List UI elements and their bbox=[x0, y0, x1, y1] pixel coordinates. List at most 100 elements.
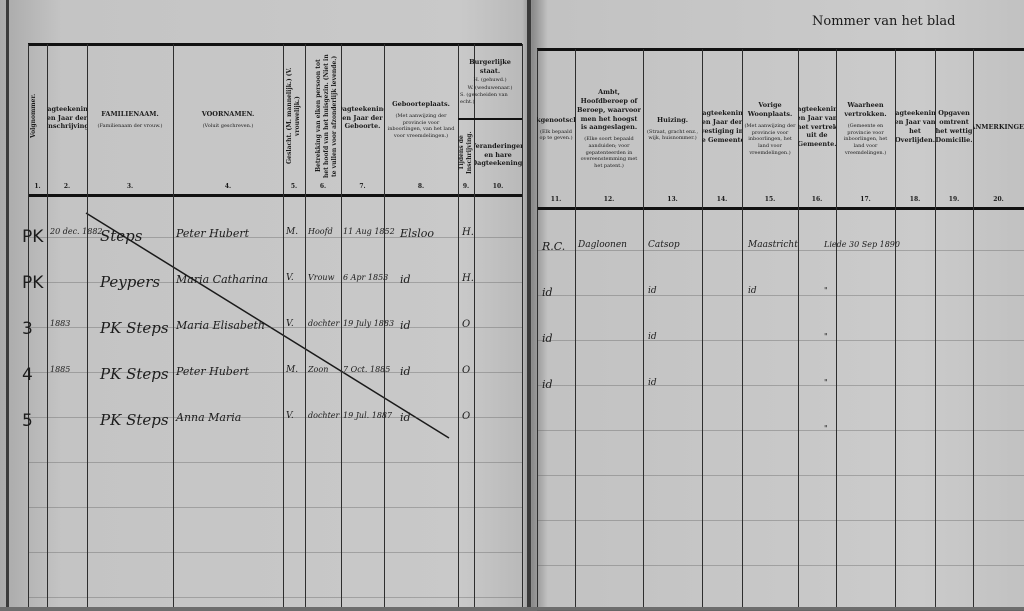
header-note: (Elke soort bepaald aanduiden; voor gepa… bbox=[580, 136, 638, 170]
header-number: 12. bbox=[603, 195, 615, 203]
header-number: 19. bbox=[948, 195, 960, 203]
column-divider bbox=[575, 49, 576, 607]
header-number: 14. bbox=[716, 195, 728, 203]
row-rule bbox=[537, 385, 1024, 386]
row-3-c11: id bbox=[542, 332, 553, 345]
column-divider bbox=[643, 49, 644, 607]
header-number: 10. bbox=[492, 182, 504, 190]
row-4-c7: 7 Oct. 1885 bbox=[343, 365, 391, 374]
row-1-c9: H. bbox=[462, 227, 474, 238]
left-header-col-6: Betrekking van elken persoon tot het hoo… bbox=[305, 46, 341, 194]
header-number: 4. bbox=[224, 182, 232, 190]
header-note: (Straat, gracht enz., wijk, huisnommer.) bbox=[646, 128, 699, 142]
header-number: 18. bbox=[909, 195, 921, 203]
left-header-col-4: VOORNAMEN. (Voluit geschreven.) 4. bbox=[173, 46, 283, 194]
row-4-c11: id bbox=[542, 378, 553, 391]
header-note: S. (gescheiden van echt.) bbox=[460, 92, 508, 106]
left-page-edge bbox=[6, 0, 9, 607]
row-5-c5: V. bbox=[286, 411, 294, 421]
left-header-col-1: Volgnommer. 1. bbox=[28, 46, 47, 194]
row-3-c13: id bbox=[648, 332, 657, 342]
row-1-c3: Steps bbox=[100, 227, 143, 245]
row-2-c4: Maria Catharina bbox=[176, 273, 269, 286]
row-2-c8: id bbox=[400, 273, 411, 286]
column-divider bbox=[474, 44, 475, 607]
row-rule bbox=[28, 552, 522, 553]
header-title: Dagteekening en Jaar der Geboorte. bbox=[341, 104, 384, 131]
row-rule bbox=[28, 282, 522, 283]
row-rule bbox=[537, 565, 1024, 566]
row-1-c5: M. bbox=[286, 227, 299, 237]
row-4-c1: 4 bbox=[22, 365, 33, 385]
row-2-c3: Peypers bbox=[100, 273, 161, 291]
header-title: Burgerlijke staat. bbox=[469, 58, 511, 75]
header-title: Tijdens de Inschrijving. bbox=[458, 131, 474, 175]
header-bottom-rule-left bbox=[28, 194, 522, 197]
row-rule bbox=[28, 417, 522, 418]
header-title: VOORNAMEN. bbox=[201, 110, 255, 119]
burgerlijke-staat-divider bbox=[458, 118, 522, 120]
left-header-col-5: Geslacht. (M. mannelijk.) (V. vrouwelijk… bbox=[283, 46, 305, 194]
right-header-col-7: Waarheen vertrokken. (Gemeente en provinc… bbox=[836, 51, 895, 207]
row-3-c2: 1883 bbox=[50, 319, 71, 328]
header-number: 16. bbox=[811, 195, 823, 203]
header-note: (Voluit geschreven.) bbox=[202, 123, 254, 129]
row-3-c9: O bbox=[462, 319, 471, 330]
header-number: 11. bbox=[550, 195, 562, 203]
left-header-col-9: Tijdens de Inschrijving. 9. bbox=[458, 120, 474, 194]
header-title: Huizing. bbox=[656, 115, 689, 124]
header-title: Kerkgenootschap. bbox=[537, 115, 575, 124]
header-number: 13. bbox=[667, 195, 678, 203]
row-3-c6: dochter bbox=[308, 319, 340, 328]
header-note: (Familienaam der vrouw.) bbox=[97, 123, 163, 129]
column-divider bbox=[28, 44, 29, 607]
row-3-c5: V. bbox=[286, 319, 294, 329]
right-header-col-5: Vorige Woonplaats. (Met aanwijzing der pr… bbox=[742, 51, 798, 207]
right-header-col-8: Dagteekening en Jaar van het Overlijden.… bbox=[895, 51, 935, 207]
left-header-col-2: Dagteekening en Jaar der Inschrijving 2. bbox=[47, 46, 87, 194]
right-header-col-9: Opgaven omtrent het wettig Domicilie. 19. bbox=[935, 51, 973, 207]
column-divider bbox=[895, 49, 896, 607]
left-header-col-7: Dagteekening en Jaar der Geboorte. 7. bbox=[341, 46, 384, 194]
header-number: 6. bbox=[319, 182, 327, 190]
row-4-c5: M. bbox=[286, 365, 299, 375]
column-divider bbox=[458, 44, 459, 607]
row-1-c1: PK bbox=[22, 227, 44, 247]
row-1-c13: Catsop bbox=[648, 240, 680, 250]
row-3-c7: 19 July 1883 bbox=[343, 319, 395, 328]
row-5-c17: " bbox=[824, 424, 828, 433]
row-5-c1: 5 bbox=[22, 411, 33, 431]
row-rule bbox=[537, 520, 1024, 521]
header-title: Waarheen vertrokken. bbox=[844, 101, 887, 119]
row-3-c3: PK Steps bbox=[100, 319, 169, 337]
row-1-c17: Liede 30 Sep 1890 bbox=[824, 240, 900, 249]
header-title: Vorige Woonplaats. bbox=[747, 101, 793, 119]
column-divider bbox=[836, 49, 837, 607]
header-title: Dagteekening en Jaar der vestiging in de… bbox=[702, 109, 742, 144]
row-rule bbox=[28, 462, 522, 463]
header-bottom-rule-right bbox=[537, 207, 1024, 210]
page-number-label: Nommer van het blad bbox=[812, 14, 956, 29]
row-1-c4: Peter Hubert bbox=[176, 227, 250, 240]
right-header-col-2: Ambt, Hoofdberoep of Beroep, waarvoor me… bbox=[575, 51, 643, 207]
header-title: Ambt, Hoofdberoep of Beroep, waarvoor me… bbox=[577, 88, 641, 132]
row-3-c1: 3 bbox=[22, 319, 33, 339]
header-title: AANMERKINGEN. bbox=[973, 122, 1024, 131]
row-3-c8: id bbox=[400, 319, 411, 332]
right-header-col-1: Kerkgenootschap. (Elk bepaald op te geven… bbox=[537, 51, 575, 207]
burgerlijke-staat-header: Burgerlijke staat. H. (gehuwd.) W. (weduwe… bbox=[458, 46, 522, 118]
header-title: Dagteekening en Jaar der Inschrijving bbox=[47, 104, 87, 131]
header-number: 15. bbox=[764, 195, 776, 203]
column-divider bbox=[522, 44, 523, 607]
header-title: Veranderingen en hare Dagteekening. bbox=[474, 141, 522, 168]
header-number: 7. bbox=[359, 182, 366, 190]
header-title: Betrekking van elken persoon tot het hoo… bbox=[315, 54, 339, 178]
row-2-c7: 6 Apr 1853 bbox=[343, 273, 389, 282]
column-divider bbox=[173, 44, 174, 607]
row-3-c17: " bbox=[824, 332, 828, 341]
header-title: Geslacht. (M. mannelijk.) (V. vrouwelijk… bbox=[286, 67, 302, 165]
gutter-edge bbox=[527, 0, 531, 607]
header-title: Volgnommer. bbox=[29, 93, 37, 139]
